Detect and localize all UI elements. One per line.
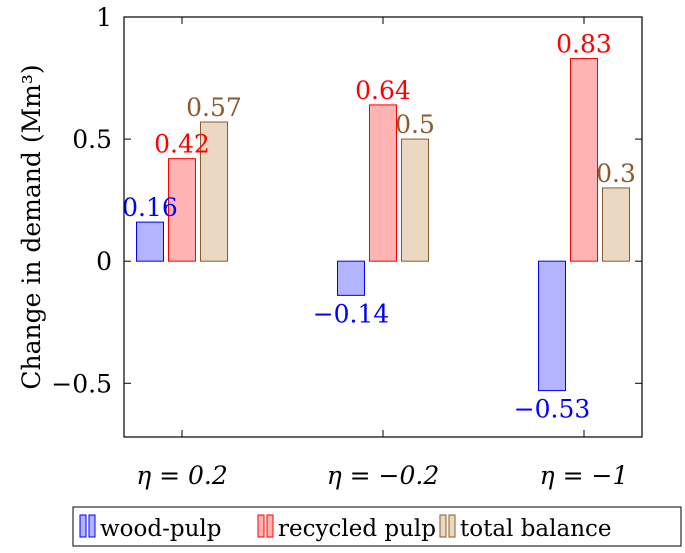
- ticks-layer: −0.5 0 0.5 1 η = 0.2 η = −0.2 η = −1: [51, 3, 642, 490]
- legend-label-wood-pulp: wood-pulp: [100, 516, 222, 542]
- data-label-wood-pulp-0: 0.16: [122, 193, 178, 222]
- legend: wood-pulp recycled pulp total balance: [72, 506, 682, 547]
- bar-total-balance-1: [401, 138, 429, 262]
- legend-box: [72, 506, 682, 547]
- data-label-recycled-pulp-2: 0.83: [556, 30, 612, 59]
- bar-recycled-pulp-1: [369, 104, 397, 262]
- legend-item-wood-pulp: wood-pulp: [79, 514, 222, 542]
- data-label-total-balance-1: 0.5: [395, 110, 435, 139]
- bar-total-balance-2: [602, 187, 630, 262]
- bar-wood-pulp-1: [337, 260, 365, 296]
- legend-label-total-balance: total balance: [460, 516, 612, 542]
- legend-swatch-b: [266, 514, 274, 538]
- legend-swatch-b: [88, 514, 96, 538]
- data-label-total-balance-2: 0.3: [596, 159, 636, 188]
- y-axis-title: Change in demand (Mm³): [17, 64, 46, 389]
- data-label-wood-pulp-1: −0.14: [313, 299, 390, 328]
- x-tick-label-2: η = −1: [540, 461, 629, 490]
- x-tick-label-1: η = −0.2: [327, 461, 440, 490]
- legend-item-total-balance: total balance: [439, 514, 612, 542]
- bar-wood-pulp-2: [538, 260, 566, 392]
- data-labels-layer: 0.16 −0.14 −0.53 0.42 0.64 0.83 0.57 0.5 0.3: [122, 30, 636, 424]
- legend-label-recycled-pulp: recycled pulp: [278, 516, 436, 542]
- bar-recycled-pulp-0: [168, 158, 196, 262]
- bars-layer: [136, 58, 630, 392]
- y-tick-label-2: 0.5: [72, 125, 112, 154]
- data-label-wood-pulp-2: −0.53: [514, 395, 591, 424]
- bar-wood-pulp-0: [136, 221, 164, 262]
- bar-total-balance-0: [200, 121, 228, 262]
- y-tick-label-0: −0.5: [51, 369, 112, 398]
- legend-swatch-b: [448, 514, 456, 538]
- legend-swatch-a: [79, 514, 87, 538]
- bar-recycled-pulp-2: [570, 58, 598, 262]
- data-label-recycled-pulp-1: 0.64: [355, 76, 411, 105]
- y-tick-label-3: 1: [96, 3, 112, 32]
- x-tick-label-0: η = 0.2: [136, 461, 228, 490]
- legend-swatch-a: [257, 514, 265, 538]
- legend-swatch-a: [439, 514, 447, 538]
- y-tick-label-1: 0: [96, 247, 112, 276]
- data-label-recycled-pulp-0: 0.42: [154, 130, 210, 159]
- legend-item-recycled-pulp: recycled pulp: [257, 514, 436, 542]
- data-label-total-balance-0: 0.57: [186, 93, 242, 122]
